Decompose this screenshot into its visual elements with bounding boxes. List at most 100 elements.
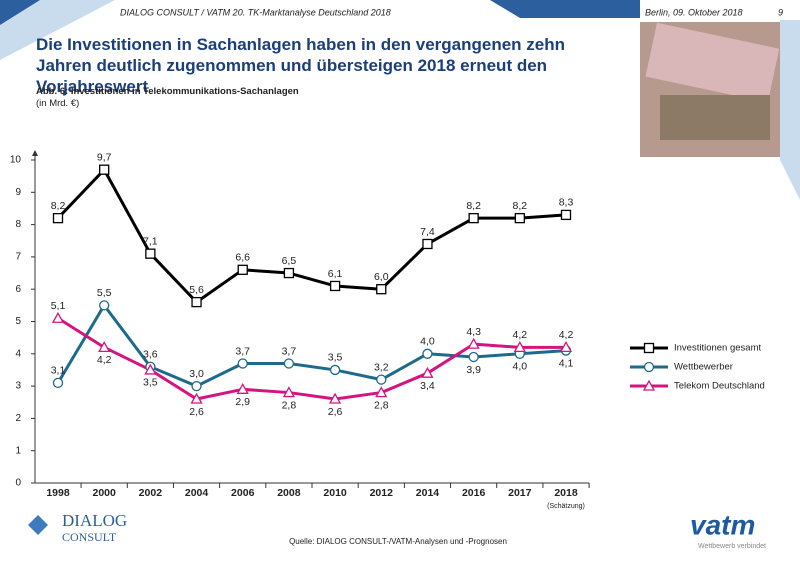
marker [422,238,433,250]
marker [560,209,572,221]
value-label: 4,3 [466,326,481,338]
marker [144,363,157,375]
value-label: 5,1 [51,300,66,312]
marker [99,164,110,175]
marker [375,386,388,398]
value-label: 3,7 [282,345,297,357]
logo-left-sub: CONSULT [62,530,117,544]
value-label: 3,7 [235,345,250,357]
value-label: 2,9 [235,396,250,408]
logo-right: vatm [690,509,755,540]
value-label: 7,1 [143,235,158,247]
marker [376,374,387,385]
logo-left: DIALOG [62,511,127,530]
marker [237,358,248,369]
series-line [57,317,566,401]
decor [0,0,115,60]
decor [0,0,40,25]
marker [190,392,203,404]
y-tick-label: 4 [15,348,21,359]
x-tick-label: 2000 [93,487,117,499]
value-label: 2,6 [189,406,204,418]
marker [191,296,202,308]
marker [421,366,434,378]
x-tick-label: 2002 [139,487,163,499]
marker [514,212,525,224]
value-label: 8,3 [559,197,574,209]
chart-subtitle: Abb. 6: Investitionen in Telekommunikati… [36,86,299,97]
marker [513,341,526,352]
y-tick-label: 2 [15,413,21,424]
value-label: 6,1 [328,268,343,280]
value-label: 3,5 [328,352,343,364]
value-label: 4,0 [513,361,528,373]
marker [236,382,249,394]
y-tick-label: 3 [15,381,21,392]
axis-arrow [32,150,38,156]
value-label: 2,8 [282,399,297,411]
value-label: 2,8 [374,399,389,411]
value-label: 4,2 [513,329,528,341]
logo-icon [28,515,48,535]
marker [98,341,111,352]
legend-label: Wettbewerber [674,362,733,373]
series-line [56,168,567,304]
marker [99,300,110,311]
value-label: 4,0 [420,336,435,348]
marker [283,267,295,279]
value-label: 8,2 [466,200,481,212]
legend-marker [642,379,656,391]
marker [468,351,479,363]
x-tick-label: 2016 [462,487,486,499]
marker [329,280,341,292]
marker [467,337,480,349]
y-tick-label: 9 [15,187,21,198]
y-tick-label: 6 [15,284,21,295]
marker [191,380,202,392]
value-label: 6,0 [374,271,389,283]
value-label: 3,0 [189,368,204,380]
marker [51,311,65,323]
value-label: 6,5 [282,255,297,267]
x-tick-label: 2006 [231,487,255,499]
page-number: 9 [778,7,783,17]
series-line [56,303,567,388]
x-tick-label: 2017 [508,487,532,499]
value-label: 3,6 [143,349,158,361]
value-label: 5,5 [97,287,112,299]
value-label: 5,6 [189,284,204,296]
marker [422,348,433,359]
marker [145,248,156,259]
value-label: 4,2 [559,329,574,341]
legend-label: Telekom Deutschland [674,381,765,392]
decor [780,20,800,200]
x-tick-label: 2012 [370,487,394,499]
chart-title: Die Investitionen in Sachanlagen haben i… [36,35,565,96]
x-tick-label: 2010 [323,487,347,499]
photo [645,22,780,103]
legend-marker [643,342,655,354]
unit-label: (in Mrd. €) [36,98,80,109]
marker [283,358,295,369]
x-note: (Schätzung) [547,503,585,510]
value-label: 8,2 [513,200,528,212]
x-tick-label: 1998 [46,487,70,499]
value-label: 4,2 [97,354,112,366]
marker [559,341,573,352]
value-label: 9,7 [97,151,112,163]
x-tick-label: 2018 [554,487,578,499]
y-tick-label: 0 [15,478,21,489]
legend-label: Investitionen gesamt [674,343,761,354]
x-tick-label: 2014 [416,487,440,499]
y-tick-label: 10 [10,155,22,166]
decor [490,0,640,18]
value-label: 3,4 [420,380,435,392]
marker [328,392,342,404]
marker [376,284,387,295]
y-tick-label: 5 [15,316,21,327]
value-label: 7,4 [420,226,435,238]
y-tick-label: 7 [15,252,21,263]
value-label: 8,2 [51,200,66,212]
